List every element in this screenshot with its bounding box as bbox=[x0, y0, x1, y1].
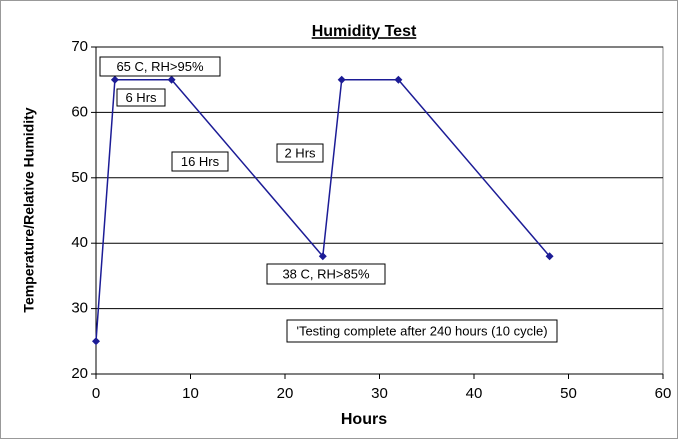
y-tick-label: 20 bbox=[71, 365, 88, 382]
annotation: 16 Hrs bbox=[181, 154, 220, 169]
annotation-box bbox=[99, 56, 221, 77]
x-tick-label: 20 bbox=[277, 385, 294, 402]
x-tick-label: 0 bbox=[92, 385, 100, 402]
x-tick-label: 60 bbox=[655, 385, 672, 402]
y-tick-label: 60 bbox=[71, 103, 88, 120]
annotation-box bbox=[276, 143, 324, 163]
x-tick-label: 50 bbox=[560, 385, 577, 402]
x-tick-label: 40 bbox=[466, 385, 483, 402]
data-point bbox=[318, 252, 327, 261]
x-axis-label: Hours bbox=[341, 411, 387, 428]
y-tick-label: 50 bbox=[71, 169, 88, 186]
data-point bbox=[545, 252, 554, 261]
annotation-box bbox=[266, 263, 386, 285]
annotation: 65 C, RH>95% bbox=[116, 59, 204, 74]
x-tick-label: 30 bbox=[371, 385, 388, 402]
annotation: 2 Hrs bbox=[284, 145, 316, 160]
y-tick-label: 40 bbox=[71, 234, 88, 251]
data-point bbox=[394, 75, 403, 84]
data-point bbox=[337, 75, 346, 84]
data-point bbox=[110, 75, 119, 84]
annotation-box bbox=[286, 319, 558, 343]
annotation-box bbox=[116, 88, 166, 107]
y-tick-label: 30 bbox=[71, 300, 88, 317]
annotation: 6 Hrs bbox=[125, 90, 157, 105]
data-point bbox=[167, 75, 176, 84]
annotation: 'Testing complete after 240 hours (10 cy… bbox=[296, 323, 547, 338]
y-tick-label: 70 bbox=[71, 38, 88, 55]
annotation-box bbox=[171, 151, 229, 172]
data-point bbox=[92, 337, 100, 346]
x-tick-label: 10 bbox=[182, 385, 199, 402]
chart-title: Humidity Test bbox=[312, 23, 417, 40]
annotation: 38 C, RH>85% bbox=[282, 266, 370, 281]
y-axis-label: Temperature/Relative Humidity bbox=[21, 107, 37, 312]
